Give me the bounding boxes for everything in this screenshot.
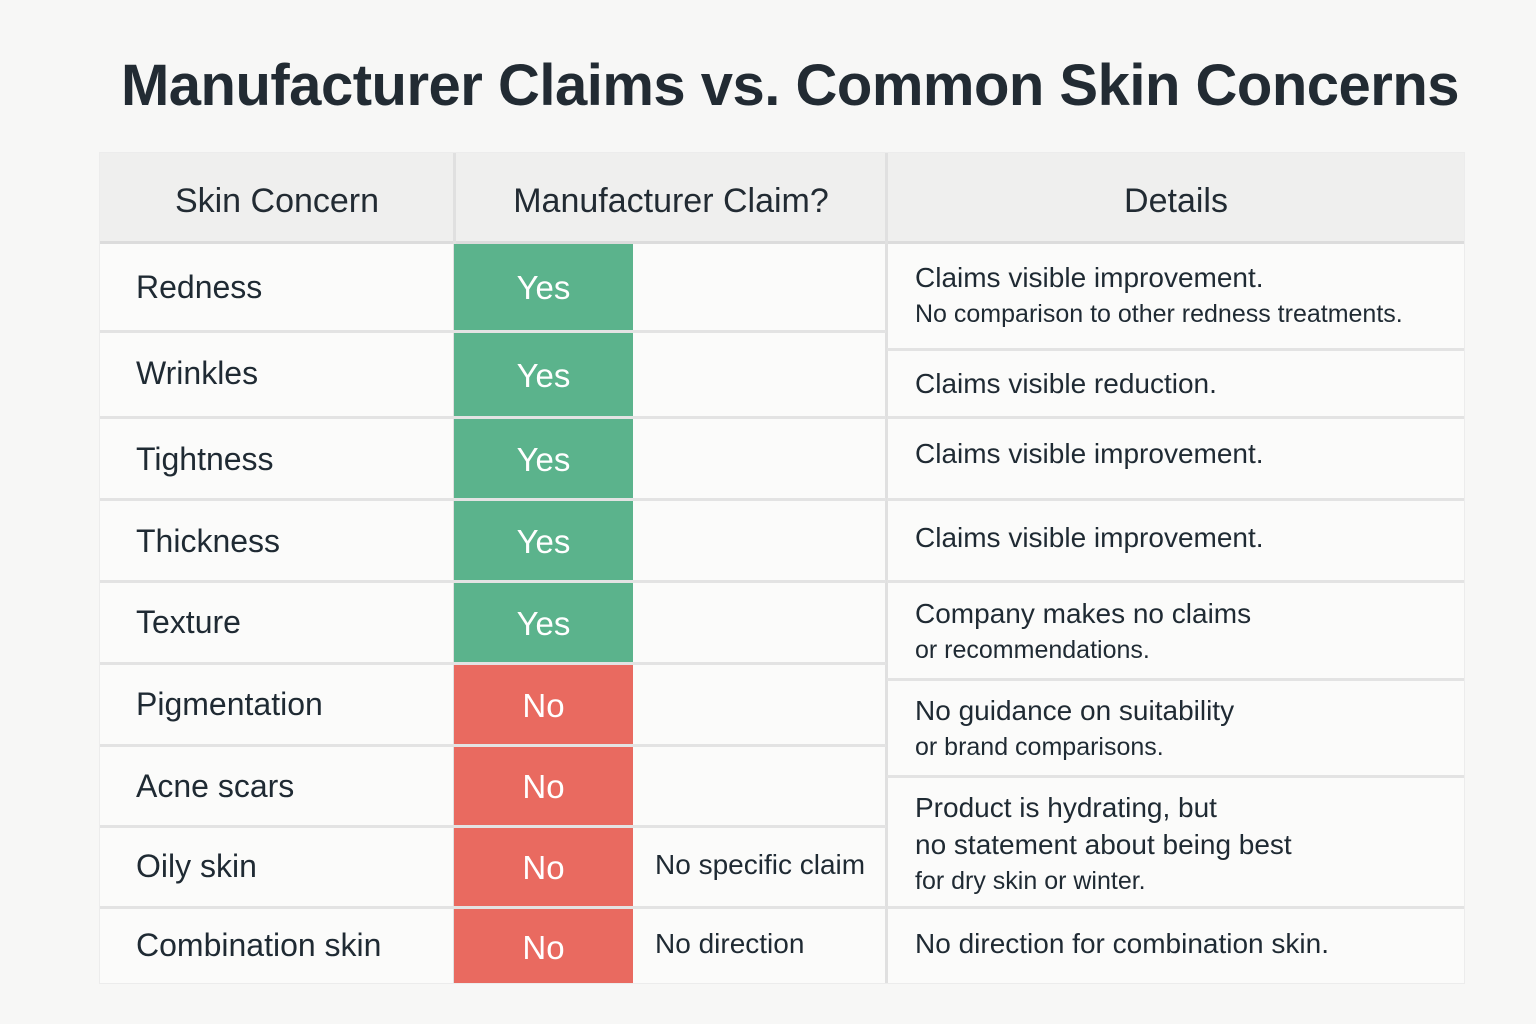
claim-note-combination-skin: No direction [655,928,805,959]
claim-badge-texture: Yes [454,583,633,662]
row-divider [100,330,886,333]
claim-badge-thickness: Yes [454,501,633,580]
claim-label: No [522,687,565,724]
claim-label: No [522,929,565,966]
detail-line: No guidance on suitability [915,695,1235,726]
concern-tightness: Tightness [136,441,274,477]
detail-divider [887,906,1464,909]
concern-texture: Texture [136,604,241,640]
row-divider [100,825,886,828]
concern-pigmentation: Pigmentation [136,686,323,722]
detail-line: Claims visible improvement. [915,262,1264,293]
claim-note-oily-skin: No specific claim [655,849,866,880]
detail-divider [887,498,1464,501]
claim-label: No [522,849,565,886]
claim-badge-redness: Yes [454,244,633,330]
detail-divider [887,348,1464,351]
concern-oily-skin: Oily skin [136,848,257,884]
row-divider [100,498,886,501]
claim-badge-oily-skin: No [454,828,633,906]
concern-wrinkles: Wrinkles [136,355,259,391]
claim-badge-pigmentation: No [454,665,633,744]
claim-label: Yes [516,441,571,478]
row-divider [100,416,886,419]
claim-badge-tightness: Yes [454,419,633,498]
detail-line: Claims visible improvement. [915,438,1264,469]
detail-pigmentation: No guidance on suitability or brand comp… [915,692,1234,766]
header-manufacturer-claim: Manufacturer Claim? [513,182,829,220]
detail-line: Claims visible improvement. [915,522,1264,553]
claim-label: Yes [516,605,571,642]
detail-line: Product is hydrating, but [915,792,1217,823]
page-title: Manufacturer Claims vs. Common Skin Conc… [120,53,1460,118]
header-details: Details [1124,182,1228,220]
claim-badge-combination-skin: No [454,909,633,983]
detail-redness: Claims visible improvement. No compariso… [915,259,1403,333]
claim-badge-wrinkles: Yes [454,333,633,416]
detail-line: No comparison to other redness treatment… [915,300,1403,328]
concern-redness: Redness [136,269,263,305]
concern-combination-skin: Combination skin [136,927,382,963]
detail-line: no statement about being best [915,829,1292,860]
claim-badge-acne-scars: No [454,747,633,825]
header-skin-concern: Skin Concern [174,182,380,220]
claims-table: Skin Concern Manufacturer Claim? Details… [100,153,1464,983]
row-divider [100,744,886,747]
detail-divider [887,678,1464,681]
concern-thickness: Thickness [136,523,281,559]
row-divider [100,580,886,583]
detail-tightness: Claims visible improvement. [915,435,1264,472]
claim-label: No [522,768,565,805]
detail-texture: Company makes no claims or recommendatio… [915,595,1251,669]
row-divider [100,662,886,665]
detail-dry-skin: Product is hydrating, but no statement a… [915,789,1292,900]
detail-line: No direction for combination skin. [915,928,1329,959]
detail-line: for dry skin or winter. [915,867,1146,895]
column-divider [885,153,888,983]
detail-line: Claims visible reduction. [915,368,1217,399]
detail-combination-skin: No direction for combination skin. [915,925,1329,962]
claim-label: Yes [516,357,571,394]
row-divider [100,906,886,909]
detail-line: Company makes no claims [915,598,1252,629]
detail-divider [887,416,1464,419]
table-header: Skin Concern Manufacturer Claim? Details [100,153,1464,244]
detail-wrinkles: Claims visible reduction. [915,365,1217,402]
detail-thickness: Claims visible improvement. [915,519,1264,556]
detail-line: or recommendations. [915,636,1150,664]
claim-label: Yes [516,523,571,560]
concern-acne-scars: Acne scars [136,768,295,804]
claim-label: Yes [516,269,571,306]
detail-divider [887,775,1464,778]
detail-line: or brand comparisons. [915,733,1164,761]
detail-divider [887,580,1464,583]
